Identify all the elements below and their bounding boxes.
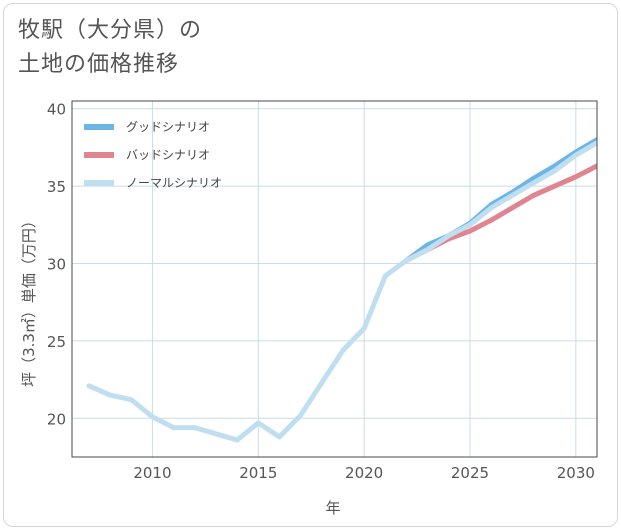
x-tick-label: 2025 — [451, 464, 489, 482]
x-tick-label: 2015 — [239, 464, 277, 482]
y-tick-label: 40 — [47, 101, 66, 119]
plot-border — [71, 100, 598, 458]
y-axis-label: 坪（3.3㎡）単価（万円） — [20, 213, 38, 387]
x-tick-label: 2020 — [345, 464, 383, 482]
x-tick-label: 2010 — [133, 464, 171, 482]
x-tick-label: 2030 — [557, 464, 595, 482]
chart-card — [3, 3, 618, 527]
y-tick-label: 20 — [47, 410, 66, 428]
y-tick-label: 30 — [47, 256, 66, 274]
page-title: 牧駅（大分県）の 土地の価格推移 — [18, 14, 202, 82]
legend-label-normal: ノーマルシナリオ — [126, 176, 222, 190]
x-axis-label: 年 — [325, 499, 340, 517]
series-layer — [86, 137, 597, 443]
legend-label-good: グッドシナリオ — [126, 120, 210, 134]
grid-layer — [72, 101, 597, 457]
y-tick-label: 35 — [47, 178, 66, 196]
title-line-2: 土地の価格推移 — [18, 52, 180, 77]
series-line-normal — [86, 140, 597, 443]
legend-label-bad: バッドシナリオ — [126, 148, 210, 162]
y-tick-label: 25 — [47, 333, 66, 351]
title-line-1: 牧駅（大分県）の — [18, 18, 203, 43]
